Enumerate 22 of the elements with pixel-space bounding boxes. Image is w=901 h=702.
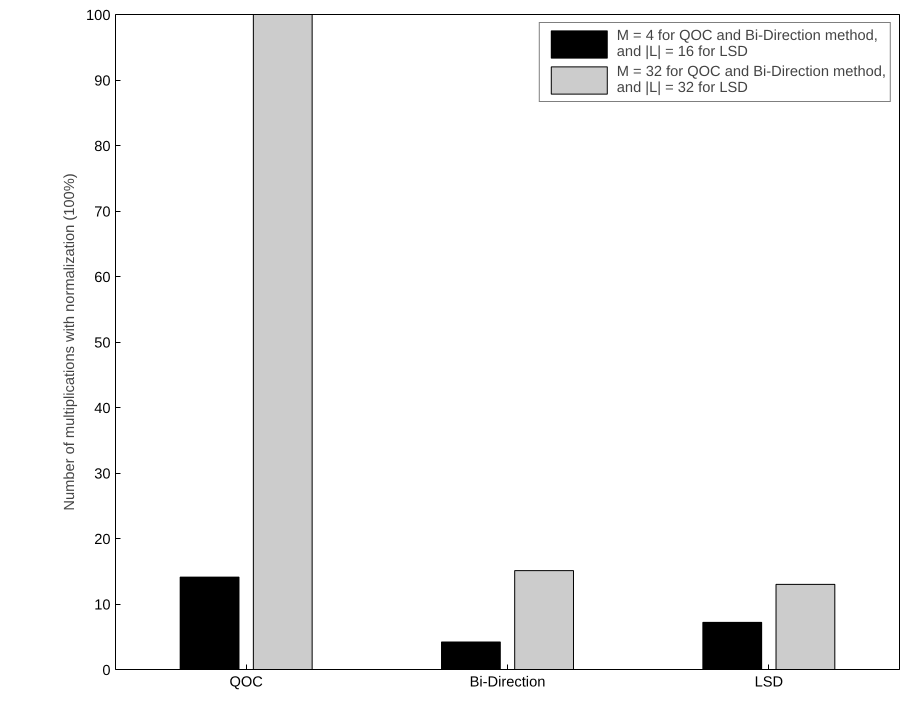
y-tick-label: 50 bbox=[94, 336, 111, 352]
y-tick-label: 90 bbox=[94, 74, 111, 90]
legend-label: M = 4 for QOC and Bi-Direction method, and |L| = 16 for LSD bbox=[616, 27, 878, 61]
y-tick-label: 0 bbox=[102, 663, 111, 679]
x-tick-label: QOC bbox=[229, 674, 264, 690]
y-tick-label: 20 bbox=[94, 532, 111, 548]
legend-label: M = 32 for QOC and Bi-Direction method, and |L| = 32 for LSD bbox=[616, 63, 886, 97]
y-tick-label: 80 bbox=[94, 139, 111, 155]
y-axis-title: Number of multiplications with normalization (100%) bbox=[62, 173, 78, 511]
x-tick-label: LSD bbox=[754, 674, 784, 690]
bar bbox=[514, 570, 574, 670]
x-tick-label: Bi-Direction bbox=[470, 674, 546, 690]
y-tick-label: 40 bbox=[94, 401, 111, 417]
bar bbox=[441, 641, 501, 670]
bar bbox=[702, 622, 762, 670]
y-tick-label: 70 bbox=[94, 204, 111, 220]
y-tick-label: 100 bbox=[86, 8, 111, 24]
y-tick-label: 60 bbox=[94, 270, 111, 286]
bar bbox=[180, 576, 240, 670]
y-tick-label: 30 bbox=[94, 466, 111, 482]
bar bbox=[776, 584, 836, 670]
y-tick-label: 10 bbox=[94, 598, 111, 614]
